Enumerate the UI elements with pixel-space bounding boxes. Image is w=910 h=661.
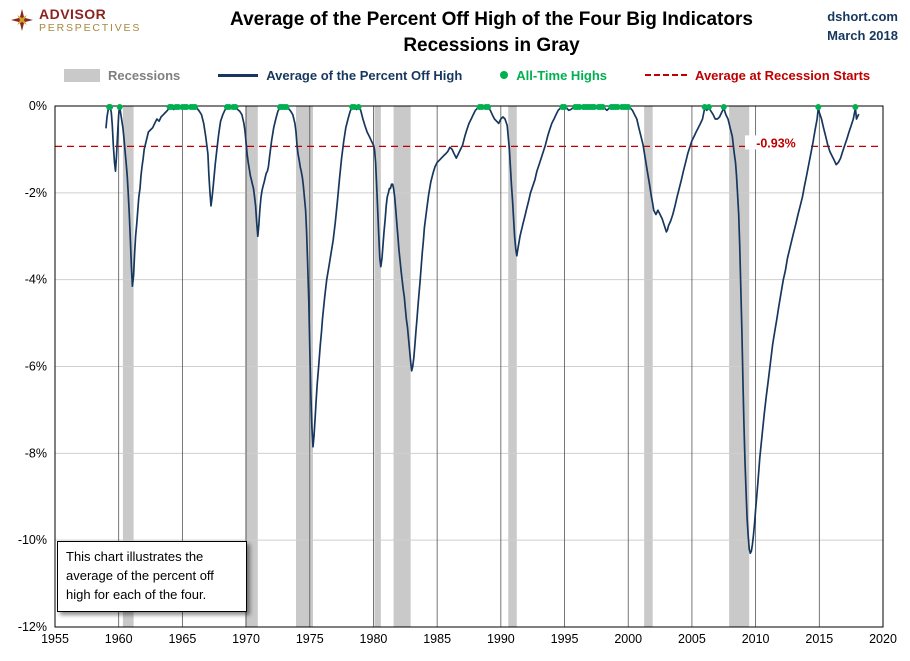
advisor-perspectives-logo: ADVISOR PERSPECTIVES [10, 7, 195, 34]
x-axis-tick-label: 1955 [41, 632, 69, 646]
all-time-high-dot [815, 104, 822, 110]
x-axis-tick-label: 2000 [614, 632, 642, 646]
all-time-high-dot [591, 104, 598, 110]
average-line-swatch [645, 74, 688, 76]
recession-average-label: -0.93% [756, 136, 796, 150]
chart-area: -0.93% 0% -2% -4% -6% -8% -10% -12% 1955 1960 1965… [0, 86, 910, 649]
all-time-high-dot [576, 104, 583, 110]
chart-subtitle: Recessions in Gray [403, 34, 580, 56]
x-axis-tick-label: 1995 [551, 632, 579, 646]
header: ADVISOR PERSPECTIVES Average of the Perc… [0, 0, 910, 58]
x-axis-tick-label: 1965 [168, 632, 196, 646]
x-axis-tick-label: 1980 [360, 632, 388, 646]
all-time-high-dot [168, 104, 175, 110]
source-site: dshort.com [827, 9, 898, 24]
all-time-high-swatch [500, 71, 509, 79]
x-axis-tick-label: 2005 [678, 632, 706, 646]
legend-label-highs: All-Time Highs [516, 67, 608, 83]
all-time-high-dot [351, 104, 358, 110]
y-axis-tick-label: -10% [18, 533, 47, 547]
all-time-high-dot [183, 104, 190, 110]
recession-average-label-bg [744, 135, 807, 150]
all-time-high-dot [192, 104, 199, 110]
plot-border [54, 105, 884, 628]
all-time-high-dot [232, 104, 239, 110]
chart-title: Average of the Percent Off High of the F… [230, 9, 753, 30]
legend-item-average: Average at Recession Starts [645, 68, 870, 83]
source-block: dshort.com March 2018 [788, 7, 898, 46]
logo-advisor-text: ADVISOR [39, 6, 107, 22]
all-time-high-dot [485, 104, 492, 110]
plot-svg: -0.93% 0% -2% -4% -6% -8% -10% -12%1955 1960 1965… [18, 99, 897, 646]
legend-label-recessions: Recessions [108, 67, 181, 83]
logo-perspectives-text: PERSPECTIVES [39, 22, 142, 34]
x-axis-tick-label: 2015 [805, 632, 833, 646]
all-time-high-dot [720, 104, 727, 110]
all-time-high-dot [614, 104, 621, 110]
legend-label-average: Average at Recession Starts [695, 67, 871, 83]
compass-icon [10, 8, 34, 32]
x-axis-tick-label: 1985 [423, 632, 451, 646]
all-time-high-dot [701, 104, 708, 110]
y-axis-tick-label: -4% [25, 273, 47, 287]
recession-swatch [64, 68, 100, 82]
x-axis-tick-label: 2010 [742, 632, 770, 646]
legend-item-recessions: Recessions [64, 68, 180, 83]
x-axis-tick-label: 2020 [869, 632, 897, 646]
x-axis-tick-label: 1970 [232, 632, 260, 646]
all-time-high-dot [107, 104, 114, 110]
y-axis-tick-label: -6% [25, 360, 47, 374]
series-line [105, 106, 860, 555]
all-time-high-dot [599, 104, 606, 110]
source-date: March 2018 [827, 27, 898, 43]
series-line-swatch [218, 73, 259, 77]
all-time-high-dot [852, 104, 859, 110]
legend-item-series: Average of the Percent Off High [218, 68, 462, 83]
y-axis-tick-label: 0% [29, 99, 47, 113]
all-time-high-dot [705, 104, 712, 110]
all-time-high-dot [355, 104, 362, 110]
chart-title-block: Average of the Percent Off High of the F… [195, 7, 788, 58]
all-time-high-dot [175, 104, 182, 110]
all-time-high-dot [561, 104, 568, 110]
all-time-high-dot [226, 104, 233, 110]
legend-label-series: Average of the Percent Off High [266, 67, 463, 83]
all-time-high-dot [116, 104, 123, 110]
y-axis-tick-label: -8% [25, 446, 47, 460]
chart-legend: Recessions Average of the Percent Off Hi… [0, 58, 910, 86]
x-axis-tick-label: 1975 [296, 632, 324, 646]
x-axis-tick-label: 1960 [105, 632, 133, 646]
x-axis-tick-label: 1990 [487, 632, 515, 646]
y-axis-tick-label: -12% [18, 620, 47, 634]
y-axis-tick-label: -2% [25, 186, 47, 200]
all-time-high-dot [283, 104, 290, 110]
all-time-high-dot [478, 104, 485, 110]
legend-item-highs: All-Time Highs [500, 68, 607, 83]
all-time-high-dot [625, 104, 632, 110]
note-box: This chart illustrates the average of th… [57, 541, 247, 612]
